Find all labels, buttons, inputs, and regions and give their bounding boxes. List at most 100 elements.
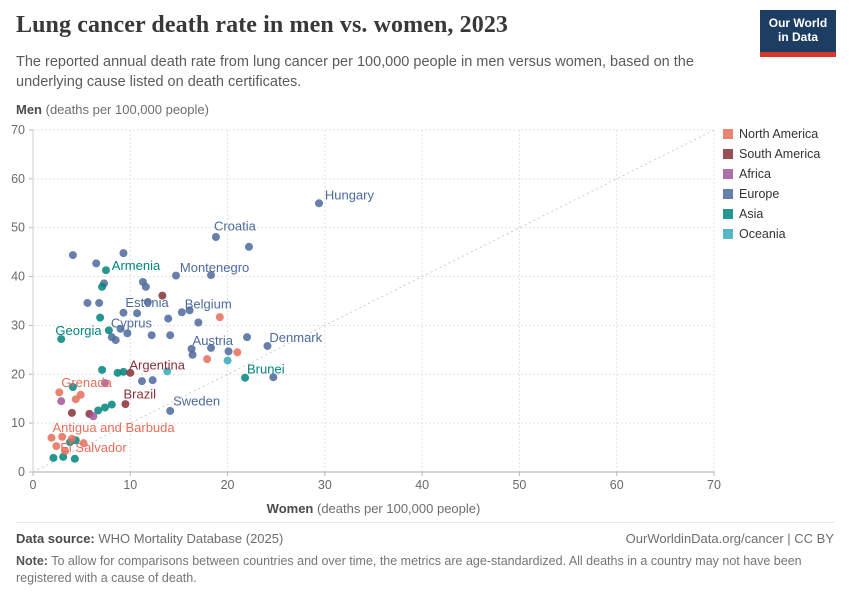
- data-point-eu[interactable]: [148, 376, 157, 385]
- data-point-as[interactable]: [119, 367, 128, 376]
- data-point-eu[interactable]: [141, 282, 150, 291]
- data-point-na[interactable]: [76, 390, 85, 399]
- data-point-eu[interactable]: [188, 350, 197, 359]
- data-point-eu[interactable]: [243, 333, 252, 342]
- data-point-na[interactable]: [61, 446, 70, 455]
- data-point-af[interactable]: [89, 412, 98, 421]
- data-point-na[interactable]: [79, 439, 88, 448]
- data-point-af[interactable]: [57, 397, 66, 406]
- data-point-as[interactable]: [70, 454, 79, 463]
- data-point-eu[interactable]: [116, 324, 125, 333]
- point-label-armenia: Armenia: [112, 258, 161, 273]
- data-point-eu[interactable]: [207, 343, 216, 352]
- data-point-as[interactable]: [101, 266, 110, 275]
- data-point-as[interactable]: [104, 326, 113, 335]
- data-point-af[interactable]: [100, 379, 109, 388]
- legend-item-north-america[interactable]: North America: [723, 127, 820, 141]
- data-point-eu[interactable]: [194, 318, 203, 327]
- data-point-eu[interactable]: [119, 249, 128, 258]
- footnote-label: Note:: [16, 554, 48, 568]
- data-point-eu[interactable]: [143, 297, 152, 306]
- data-point-na[interactable]: [47, 433, 56, 442]
- data-point-as[interactable]: [98, 282, 107, 291]
- data-point-eu[interactable]: [263, 341, 272, 350]
- point-label-estonia: Estonia: [125, 295, 169, 310]
- data-point-eu[interactable]: [207, 271, 216, 280]
- data-point-oc[interactable]: [163, 367, 172, 376]
- data-point-eu[interactable]: [211, 232, 220, 241]
- legend-item-south-america[interactable]: South America: [723, 147, 820, 161]
- data-point-na[interactable]: [215, 313, 224, 322]
- data-point-sa[interactable]: [126, 368, 135, 377]
- y-tick-label: 60: [11, 172, 25, 186]
- data-point-eu[interactable]: [166, 406, 175, 415]
- data-point-as[interactable]: [241, 373, 250, 382]
- data-point-as[interactable]: [68, 382, 77, 391]
- data-point-eu[interactable]: [244, 242, 253, 251]
- data-source: Data source: WHO Mortality Database (202…: [16, 531, 283, 546]
- data-point-eu[interactable]: [83, 298, 92, 307]
- legend-item-europe[interactable]: Europe: [723, 187, 820, 201]
- credit-link[interactable]: OurWorldinData.org/cancer | CC BY: [625, 531, 834, 546]
- continent-legend: North America South America Africa Europe As…: [723, 127, 820, 247]
- legend-swatch-icon: [723, 169, 733, 179]
- data-point-eu[interactable]: [315, 199, 324, 208]
- data-point-eu[interactable]: [137, 377, 146, 386]
- data-point-eu[interactable]: [224, 347, 233, 356]
- data-point-oc[interactable]: [223, 356, 232, 365]
- legend-swatch-icon: [723, 149, 733, 159]
- data-point-eu[interactable]: [172, 271, 181, 280]
- scatter-plot-area[interactable]: 0 0 10 10 20 20 30 30 40 40 50 50 60 60 70 70 Hungary Cro…: [11, 123, 721, 492]
- footnote: Note: To allow for comparisons between c…: [16, 553, 834, 588]
- data-point-na[interactable]: [52, 442, 61, 451]
- point-label-hungary: Hungary: [325, 187, 375, 202]
- data-point-na[interactable]: [58, 432, 67, 441]
- data-point-eu[interactable]: [133, 309, 142, 318]
- data-point-sa[interactable]: [121, 400, 130, 409]
- legend-item-oceania[interactable]: Oceania: [723, 227, 820, 241]
- data-point-na[interactable]: [203, 355, 212, 364]
- point-label-brunei: Brunei: [247, 361, 285, 376]
- legend-swatch-icon: [723, 129, 733, 139]
- data-point-as[interactable]: [100, 403, 109, 412]
- y-tick-label: 10: [11, 416, 25, 430]
- data-point-eu[interactable]: [147, 331, 156, 340]
- y-tick-label: 30: [11, 318, 25, 332]
- data-point-na[interactable]: [67, 434, 76, 443]
- data-point-as[interactable]: [57, 335, 66, 344]
- data-source-value: WHO Mortality Database (2025): [94, 531, 284, 546]
- data-point-na[interactable]: [55, 388, 64, 397]
- data-point-eu[interactable]: [68, 251, 77, 260]
- data-point-eu[interactable]: [185, 306, 194, 315]
- data-point-sa[interactable]: [158, 291, 167, 300]
- owid-logo[interactable]: Our World in Data: [760, 10, 836, 57]
- x-tick-label: 60: [610, 478, 624, 492]
- x-tick-label: 10: [123, 478, 137, 492]
- data-point-eu[interactable]: [177, 308, 186, 317]
- data-point-eu[interactable]: [111, 336, 120, 345]
- data-point-eu[interactable]: [119, 308, 128, 317]
- data-point-as[interactable]: [98, 365, 107, 374]
- data-point-eu[interactable]: [123, 329, 132, 338]
- y-axis-title: Men (deaths per 100,000 people): [16, 102, 209, 117]
- data-point-as[interactable]: [96, 313, 105, 322]
- data-point-eu[interactable]: [92, 259, 101, 268]
- data-point-eu[interactable]: [269, 373, 278, 382]
- x-axis-title-rest: (deaths per 100,000 people): [313, 501, 481, 516]
- data-point-as[interactable]: [107, 400, 116, 409]
- data-point-na[interactable]: [233, 348, 242, 357]
- equality-diagonal-line: [32, 129, 715, 473]
- legend-item-africa[interactable]: Africa: [723, 167, 820, 181]
- legend-label: Asia: [739, 207, 764, 221]
- point-label-grenada: Grenada: [61, 375, 112, 390]
- data-point-eu[interactable]: [95, 298, 104, 307]
- data-point-eu[interactable]: [164, 314, 173, 323]
- data-point-as[interactable]: [49, 453, 58, 462]
- legend-item-asia[interactable]: Asia: [723, 207, 820, 221]
- x-axis-title: Women (deaths per 100,000 people): [33, 501, 714, 516]
- data-point-as[interactable]: [94, 406, 103, 415]
- data-point-sa[interactable]: [67, 408, 76, 417]
- data-point-eu[interactable]: [166, 331, 175, 340]
- data-source-label: Data source:: [16, 531, 95, 546]
- page-title: Lung cancer death rate in men vs. women,…: [16, 12, 509, 38]
